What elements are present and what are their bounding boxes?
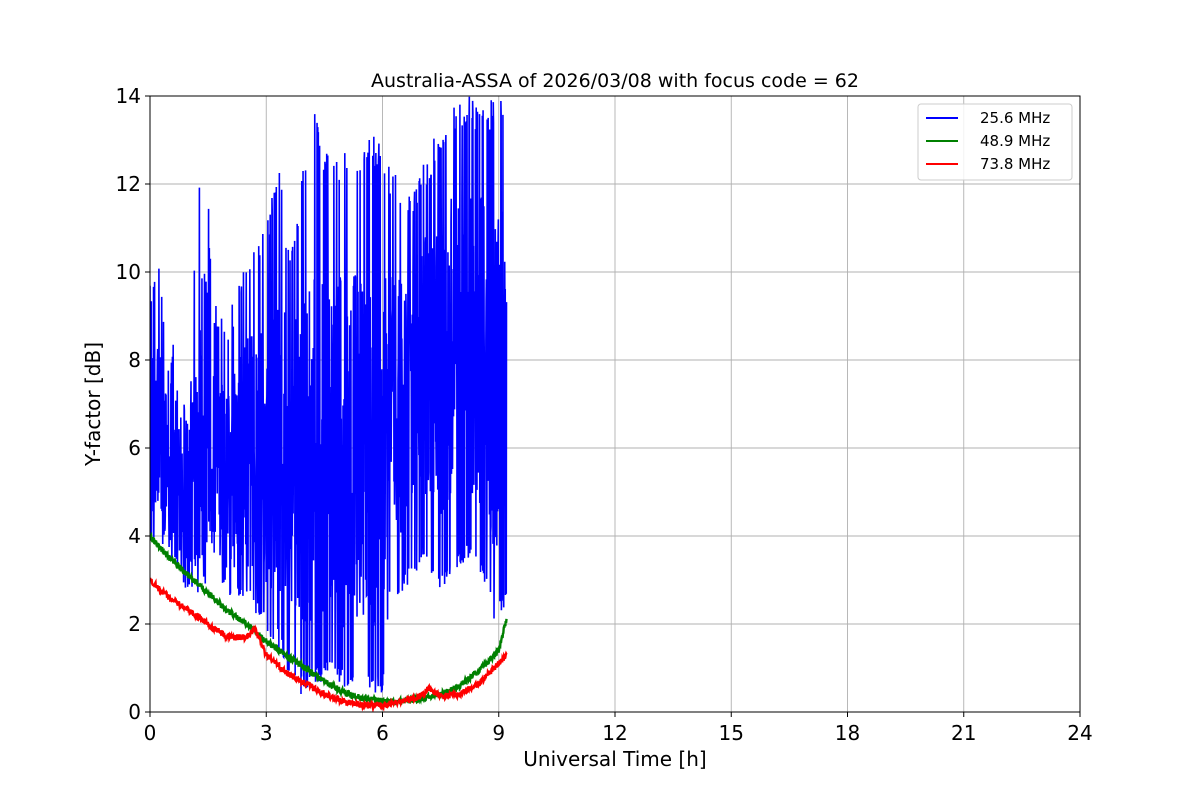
y-axis-label: Y-factor [dB] — [81, 342, 105, 467]
y-tick-label: 4 — [128, 524, 141, 548]
y-axis-ticks: 0 2 4 6 8 10 12 14 — [116, 84, 150, 724]
legend-label: 73.8 MHz — [980, 155, 1050, 173]
x-axis-label: Universal Time [h] — [523, 747, 706, 771]
plot-area — [150, 96, 508, 712]
x-tick-label: 3 — [260, 721, 273, 745]
legend-label: 48.9 MHz — [980, 132, 1050, 150]
series-line-73-8-mhz — [150, 577, 508, 712]
chart-title: Australia-ASSA of 2026/03/08 with focus … — [371, 70, 859, 92]
x-tick-label: 12 — [602, 721, 627, 745]
y-tick-label: 2 — [128, 612, 141, 636]
x-tick-label: 9 — [492, 721, 505, 745]
legend: 25.6 MHz 48.9 MHz 73.8 MHz — [917, 103, 1073, 181]
x-tick-label: 0 — [144, 721, 157, 745]
y-tick-label: 14 — [116, 84, 141, 108]
x-axis-ticks: 0 3 6 9 12 15 18 21 24 — [144, 712, 1093, 745]
x-tick-label: 21 — [951, 721, 976, 745]
x-tick-label: 18 — [835, 721, 860, 745]
x-tick-label: 6 — [376, 721, 389, 745]
x-tick-label: 15 — [719, 721, 744, 745]
y-tick-label: 8 — [128, 348, 141, 372]
y-tick-label: 10 — [116, 260, 141, 284]
y-tick-label: 6 — [128, 436, 141, 460]
series-line-48-9-mhz — [150, 531, 508, 707]
y-tick-label: 0 — [128, 700, 141, 724]
series-line-25-6-mhz — [150, 96, 508, 695]
legend-box — [917, 103, 1073, 181]
x-tick-label: 24 — [1067, 721, 1092, 745]
y-tick-label: 12 — [116, 172, 141, 196]
legend-label: 25.6 MHz — [980, 109, 1050, 127]
